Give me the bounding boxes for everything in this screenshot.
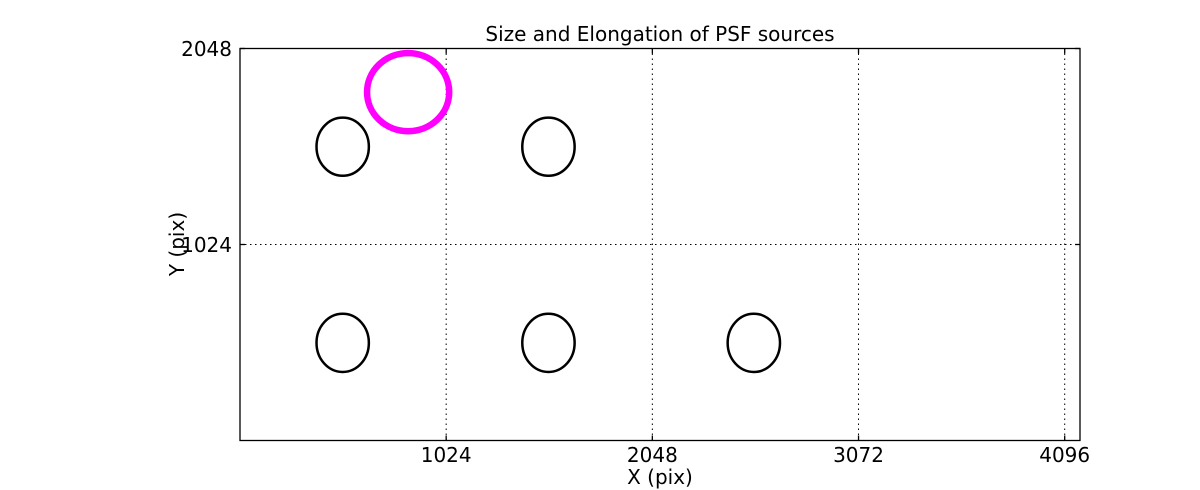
xtick-label-1024: 1024 (420, 443, 472, 467)
psf-source-ellipse (315, 312, 371, 374)
xtick-label-2048: 2048 (626, 443, 678, 467)
gridlines (240, 48, 1080, 441)
highlighted-psf-ellipse (363, 49, 453, 135)
psf-source-ellipse (315, 116, 371, 178)
tick-marks (240, 47, 1080, 441)
psf-source-ellipse (521, 116, 576, 178)
psf-sources (315, 49, 782, 374)
chart-title: Size and Elongation of PSF sources (485, 22, 835, 46)
x-axis-label: X (pix) (627, 465, 693, 489)
ytick-label-1024: 1024 (181, 232, 232, 257)
ytick-label-2048: 2048 (181, 36, 232, 61)
psf-source-ellipse (521, 312, 576, 374)
xtick-label-3072: 3072 (833, 443, 884, 467)
xtick-label-4096: 4096 (1039, 443, 1091, 467)
psf-source-ellipse (726, 312, 782, 374)
